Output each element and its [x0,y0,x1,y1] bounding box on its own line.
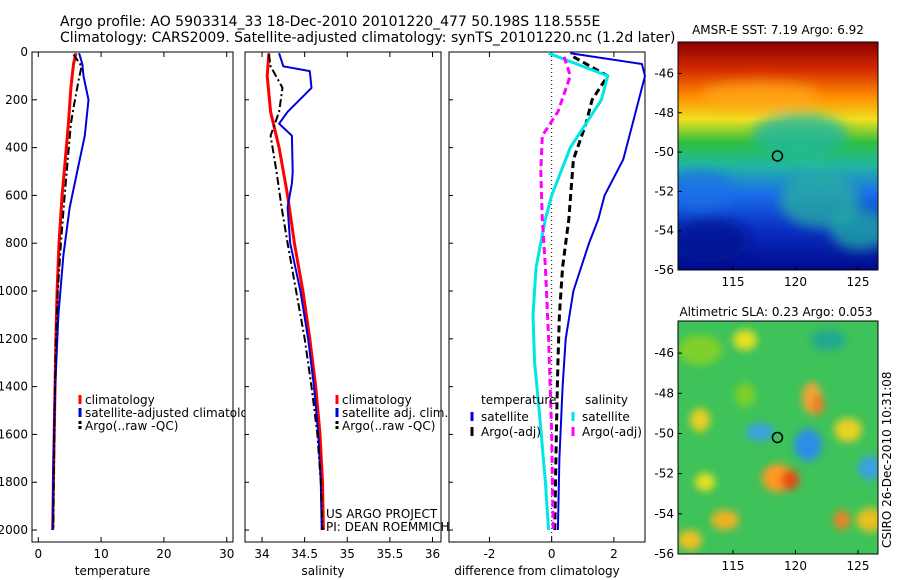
legend-group-temperature: temperature [481,393,556,407]
legend-group-salinity: salinity [585,393,628,407]
map-x-tick-label: 115 [722,275,745,289]
map-y-tick-label: -48 [654,106,674,120]
y-tick-label: 600 [5,188,28,202]
argo-float-marker [771,431,784,444]
map-y-tick-label: -56 [654,547,674,561]
difference-panel: -2 0 2 difference from climatology temperatu… [448,51,646,578]
map-y-tick-label: -50 [654,426,674,440]
y-tick-label: 2000 [0,523,28,537]
sst-map-panel: AMSR-E SST: 7.19 Argo: 6.92 115 120 125 -46… [654,23,879,289]
legend-label-temperature-satellite: satellite [481,410,529,424]
series-satellite-adj-clim [278,52,323,531]
map-y-tick-label: -48 [654,386,674,400]
legend-label-argo-raw-qc: Argo(..raw -QC) [85,419,178,433]
x-tick-label: 0 [34,547,42,561]
sst-heatmap [678,42,878,270]
header-line2: Climatology: CARS2009. Satellite-adjuste… [60,30,675,46]
map-x-tick-label: 125 [847,275,870,289]
x-tick-label: 34 [254,547,269,561]
y-tick-label: 1400 [0,380,28,394]
x-tick-label: 35.5 [377,547,404,561]
argo-float-marker [771,150,784,162]
salinity-panel: 34 34.5 35 35.5 36 salinity climatologysatelli… [244,51,448,578]
legend-label-satellite-adj-clim: satellite adj. clim. [342,406,448,420]
x-tick-label: 36 [425,547,440,561]
project-label: US ARGO PROJECT [326,507,438,521]
sla-heatmap [678,321,878,554]
sst-map-title: AMSR-E SST: 7.19 Argo: 6.92 [692,23,864,37]
x-tick-label: 0 [548,547,556,561]
x-tick-label: 20 [156,547,171,561]
pi-label: PI: DEAN ROEMMICH [326,520,449,534]
sla-map-panel: Altimetric SLA: 0.23 Argo: 0.053 [654,305,879,573]
legend-label-climatology: climatology [342,393,412,407]
x-tick-label: 34.5 [291,547,318,561]
map-y-tick-label: -52 [654,467,674,481]
series-argo-adj-temperature [553,55,610,531]
map-x-tick-label: 125 [847,559,870,573]
series-climatology [265,53,325,531]
sla-map-title: Altimetric SLA: 0.23 Argo: 0.053 [679,305,872,319]
legend-label-temperature-argo-adj: Argo(-adj) [481,425,541,439]
map-x-tick-label: 120 [784,275,807,289]
y-tick-label: 400 [5,141,28,155]
csiro-watermark: CSIRO 26-Dec-2010 10:31:08 [880,371,894,548]
y-tick-label: 1600 [0,427,28,441]
x-tick-label: 10 [93,547,108,561]
y-tick-label: 1800 [0,475,28,489]
map-x-tick-label: 115 [722,559,745,573]
y-tick-label: 0 [20,45,28,59]
map-y-tick-label: -52 [654,184,674,198]
x-tick-label: 30 [219,547,234,561]
map-x-tick-label: 120 [784,559,807,573]
series-satellite-temperature [556,52,646,531]
series-satellite-salinity [531,51,610,531]
legend-label-argo-raw-qc: Argo(..raw -QC) [342,419,435,433]
x-tick-label: 35 [340,547,355,561]
x-tick-label: -2 [483,547,495,561]
temperature-panel: 0 10 20 30 0 200 400 600 800 1000 1200 1400 1600 1800… [0,45,263,578]
legend-label-salinity-satellite: satellite [582,410,630,424]
header-line1: Argo profile: AO 5903314_33 18-Dec-2010 … [60,14,600,30]
x-tick-label: 2 [610,547,618,561]
map-y-tick-label: -46 [654,346,674,360]
legend-label-climatology: climatology [85,393,155,407]
x-axis-label: salinity [301,564,344,578]
x-axis-label: temperature [75,564,150,578]
series-argo-raw-qc [267,54,324,531]
map-y-tick-label: -50 [654,145,674,159]
x-axis-label: difference from climatology [454,564,620,578]
y-tick-label: 1200 [0,332,28,346]
series-argo-raw-qc [52,53,83,531]
map-y-tick-label: -46 [654,66,674,80]
legend-label-salinity-argo-adj: Argo(-adj) [582,425,642,439]
series-argo-adj-salinity [539,56,572,531]
legend-label-satellite-adjusted-climatology: satellite-adjusted climatology [85,406,263,420]
y-tick-label: 1000 [0,284,28,298]
y-tick-label: 200 [5,93,28,107]
map-y-tick-label: -56 [654,263,674,277]
map-y-tick-label: -54 [654,507,674,521]
y-tick-label: 800 [5,236,28,250]
map-y-tick-label: -54 [654,224,674,238]
